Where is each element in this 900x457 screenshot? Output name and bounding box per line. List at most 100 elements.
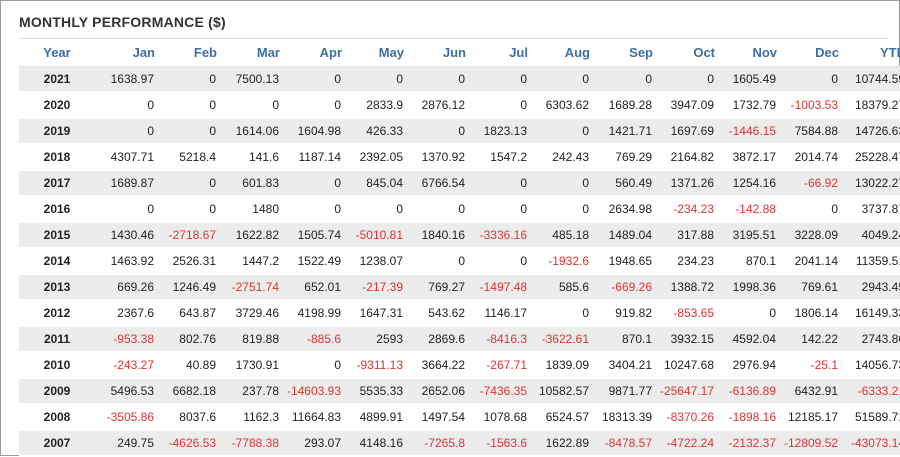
value-cell: 10247.68 (655, 352, 717, 379)
value-cell: -234.23 (655, 196, 717, 223)
year-cell: 2008 (19, 404, 95, 431)
value-cell: -217.39 (344, 274, 406, 301)
value-cell: -43073.14 (841, 430, 900, 457)
value-cell: 1246.49 (157, 274, 219, 301)
table-body: 2021 1638.97 0 7500.13 0 0 0 0 0 0 0 1605.49 0 10744.… (19, 66, 900, 457)
value-cell: 845.04 (344, 170, 406, 197)
value-cell: -6333.21 (841, 378, 900, 405)
panel-title: MONTHLY PERFORMANCE ($) (19, 14, 226, 30)
value-cell: 2943.45 (841, 274, 900, 301)
value-cell: 2833.9 (344, 92, 406, 119)
value-cell: 2164.82 (655, 144, 717, 171)
value-cell: 485.18 (530, 222, 592, 249)
value-cell: 4592.04 (717, 326, 779, 353)
column-header-mar: Mar (219, 39, 282, 67)
value-cell: 1480 (219, 196, 282, 223)
value-cell: 919.82 (592, 300, 655, 327)
year-cell: 2012 (19, 300, 95, 327)
value-cell: 0 (157, 196, 219, 223)
value-cell: 0 (592, 66, 655, 93)
value-cell: 16149.33 (841, 300, 900, 327)
year-cell: 2014 (19, 248, 95, 275)
value-cell: 0 (157, 118, 219, 145)
value-cell: 0 (530, 300, 592, 327)
value-cell: 0 (157, 92, 219, 119)
value-cell: -953.38 (95, 326, 157, 353)
value-cell: 6524.57 (530, 404, 592, 431)
value-cell: 2392.05 (344, 144, 406, 171)
year-cell: 2013 (19, 274, 95, 301)
value-cell: 1162.3 (219, 404, 282, 431)
value-cell: 1505.74 (282, 222, 344, 249)
year-cell: 2009 (19, 378, 95, 405)
value-cell: 237.78 (219, 378, 282, 405)
year-cell: 2015 (19, 222, 95, 249)
value-cell: 1497.54 (406, 404, 468, 431)
value-cell: 1430.46 (95, 222, 157, 249)
value-cell: 601.83 (219, 170, 282, 197)
value-cell: -1003.53 (779, 92, 841, 119)
value-cell: 669.26 (95, 274, 157, 301)
table-row: 2007 249.75 -4626.53 -7788.38 293.07 4148.16-… (19, 430, 900, 457)
value-cell: 769.29 (592, 144, 655, 171)
value-cell: 769.61 (779, 274, 841, 301)
value-cell: -1563.6 (468, 430, 530, 457)
value-cell: 585.6 (530, 274, 592, 301)
column-header-may: May (344, 39, 406, 67)
value-cell: 870.1 (717, 248, 779, 275)
value-cell: 40.89 (157, 352, 219, 379)
value-cell: 1732.79 (717, 92, 779, 119)
value-cell: -1898.16 (717, 404, 779, 431)
table-header-row: Year Jan Feb Mar Apr May Jun Jul Aug Sep Oct Nov Dec… (19, 39, 900, 67)
value-cell: 0 (282, 66, 344, 93)
value-cell: 141.6 (219, 144, 282, 171)
value-cell: 7500.13 (219, 66, 282, 93)
table-row: 2017 1689.87 0 601.83 0 845.04 6766.54 0 0 560.49… (19, 170, 900, 197)
value-cell: -3622.61 (530, 326, 592, 353)
column-header-feb: Feb (157, 39, 219, 67)
value-cell: 1823.13 (468, 118, 530, 145)
value-cell: 4899.91 (344, 404, 406, 431)
value-cell: 11359.51 (841, 248, 900, 275)
value-cell: 0 (282, 352, 344, 379)
value-cell: 7584.88 (779, 118, 841, 145)
value-cell: -25647.17 (655, 378, 717, 405)
column-header-sep: Sep (592, 39, 655, 67)
value-cell: -853.65 (655, 300, 717, 327)
value-cell: 1388.72 (655, 274, 717, 301)
value-cell: 0 (282, 196, 344, 223)
value-cell: 3404.21 (592, 352, 655, 379)
value-cell: 1146.17 (468, 300, 530, 327)
value-cell: 13022.27 (841, 170, 900, 197)
value-cell: 1547.2 (468, 144, 530, 171)
value-cell: 0 (95, 196, 157, 223)
value-cell: 6682.18 (157, 378, 219, 405)
value-cell: 1614.06 (219, 118, 282, 145)
value-cell: 3932.15 (655, 326, 717, 353)
value-cell: 18313.39 (592, 404, 655, 431)
value-cell: 2593 (344, 326, 406, 353)
value-cell: -14603.93 (282, 378, 344, 405)
value-cell: 2634.98 (592, 196, 655, 223)
value-cell: 1647.31 (344, 300, 406, 327)
value-cell: 0 (468, 196, 530, 223)
value-cell: 14056.73 (841, 352, 900, 379)
value-cell: 1522.49 (282, 248, 344, 275)
column-header-apr: Apr (282, 39, 344, 67)
value-cell: 3228.09 (779, 222, 841, 249)
value-cell: 6432.91 (779, 378, 841, 405)
table-row: 2014 1463.92 2526.31 1447.2 1522.49 1238.07 0 0… (19, 248, 900, 275)
value-cell: 10582.57 (530, 378, 592, 405)
table-row: 2019 0 0 1614.06 1604.98 426.33 0 1823.13 0 1421.… (19, 118, 900, 145)
value-cell: 9871.77 (592, 378, 655, 405)
value-cell: 1447.2 (219, 248, 282, 275)
column-header-oct: Oct (655, 39, 717, 67)
value-cell: 1238.07 (344, 248, 406, 275)
value-cell: 1463.92 (95, 248, 157, 275)
table-row: 2010 -243.27 40.89 1730.91 0 -9311.13 3664.22-… (19, 352, 900, 379)
value-cell: 3947.09 (655, 92, 717, 119)
value-cell: 10744.59 (841, 66, 900, 93)
value-cell: 652.01 (282, 274, 344, 301)
year-cell: 2010 (19, 352, 95, 379)
